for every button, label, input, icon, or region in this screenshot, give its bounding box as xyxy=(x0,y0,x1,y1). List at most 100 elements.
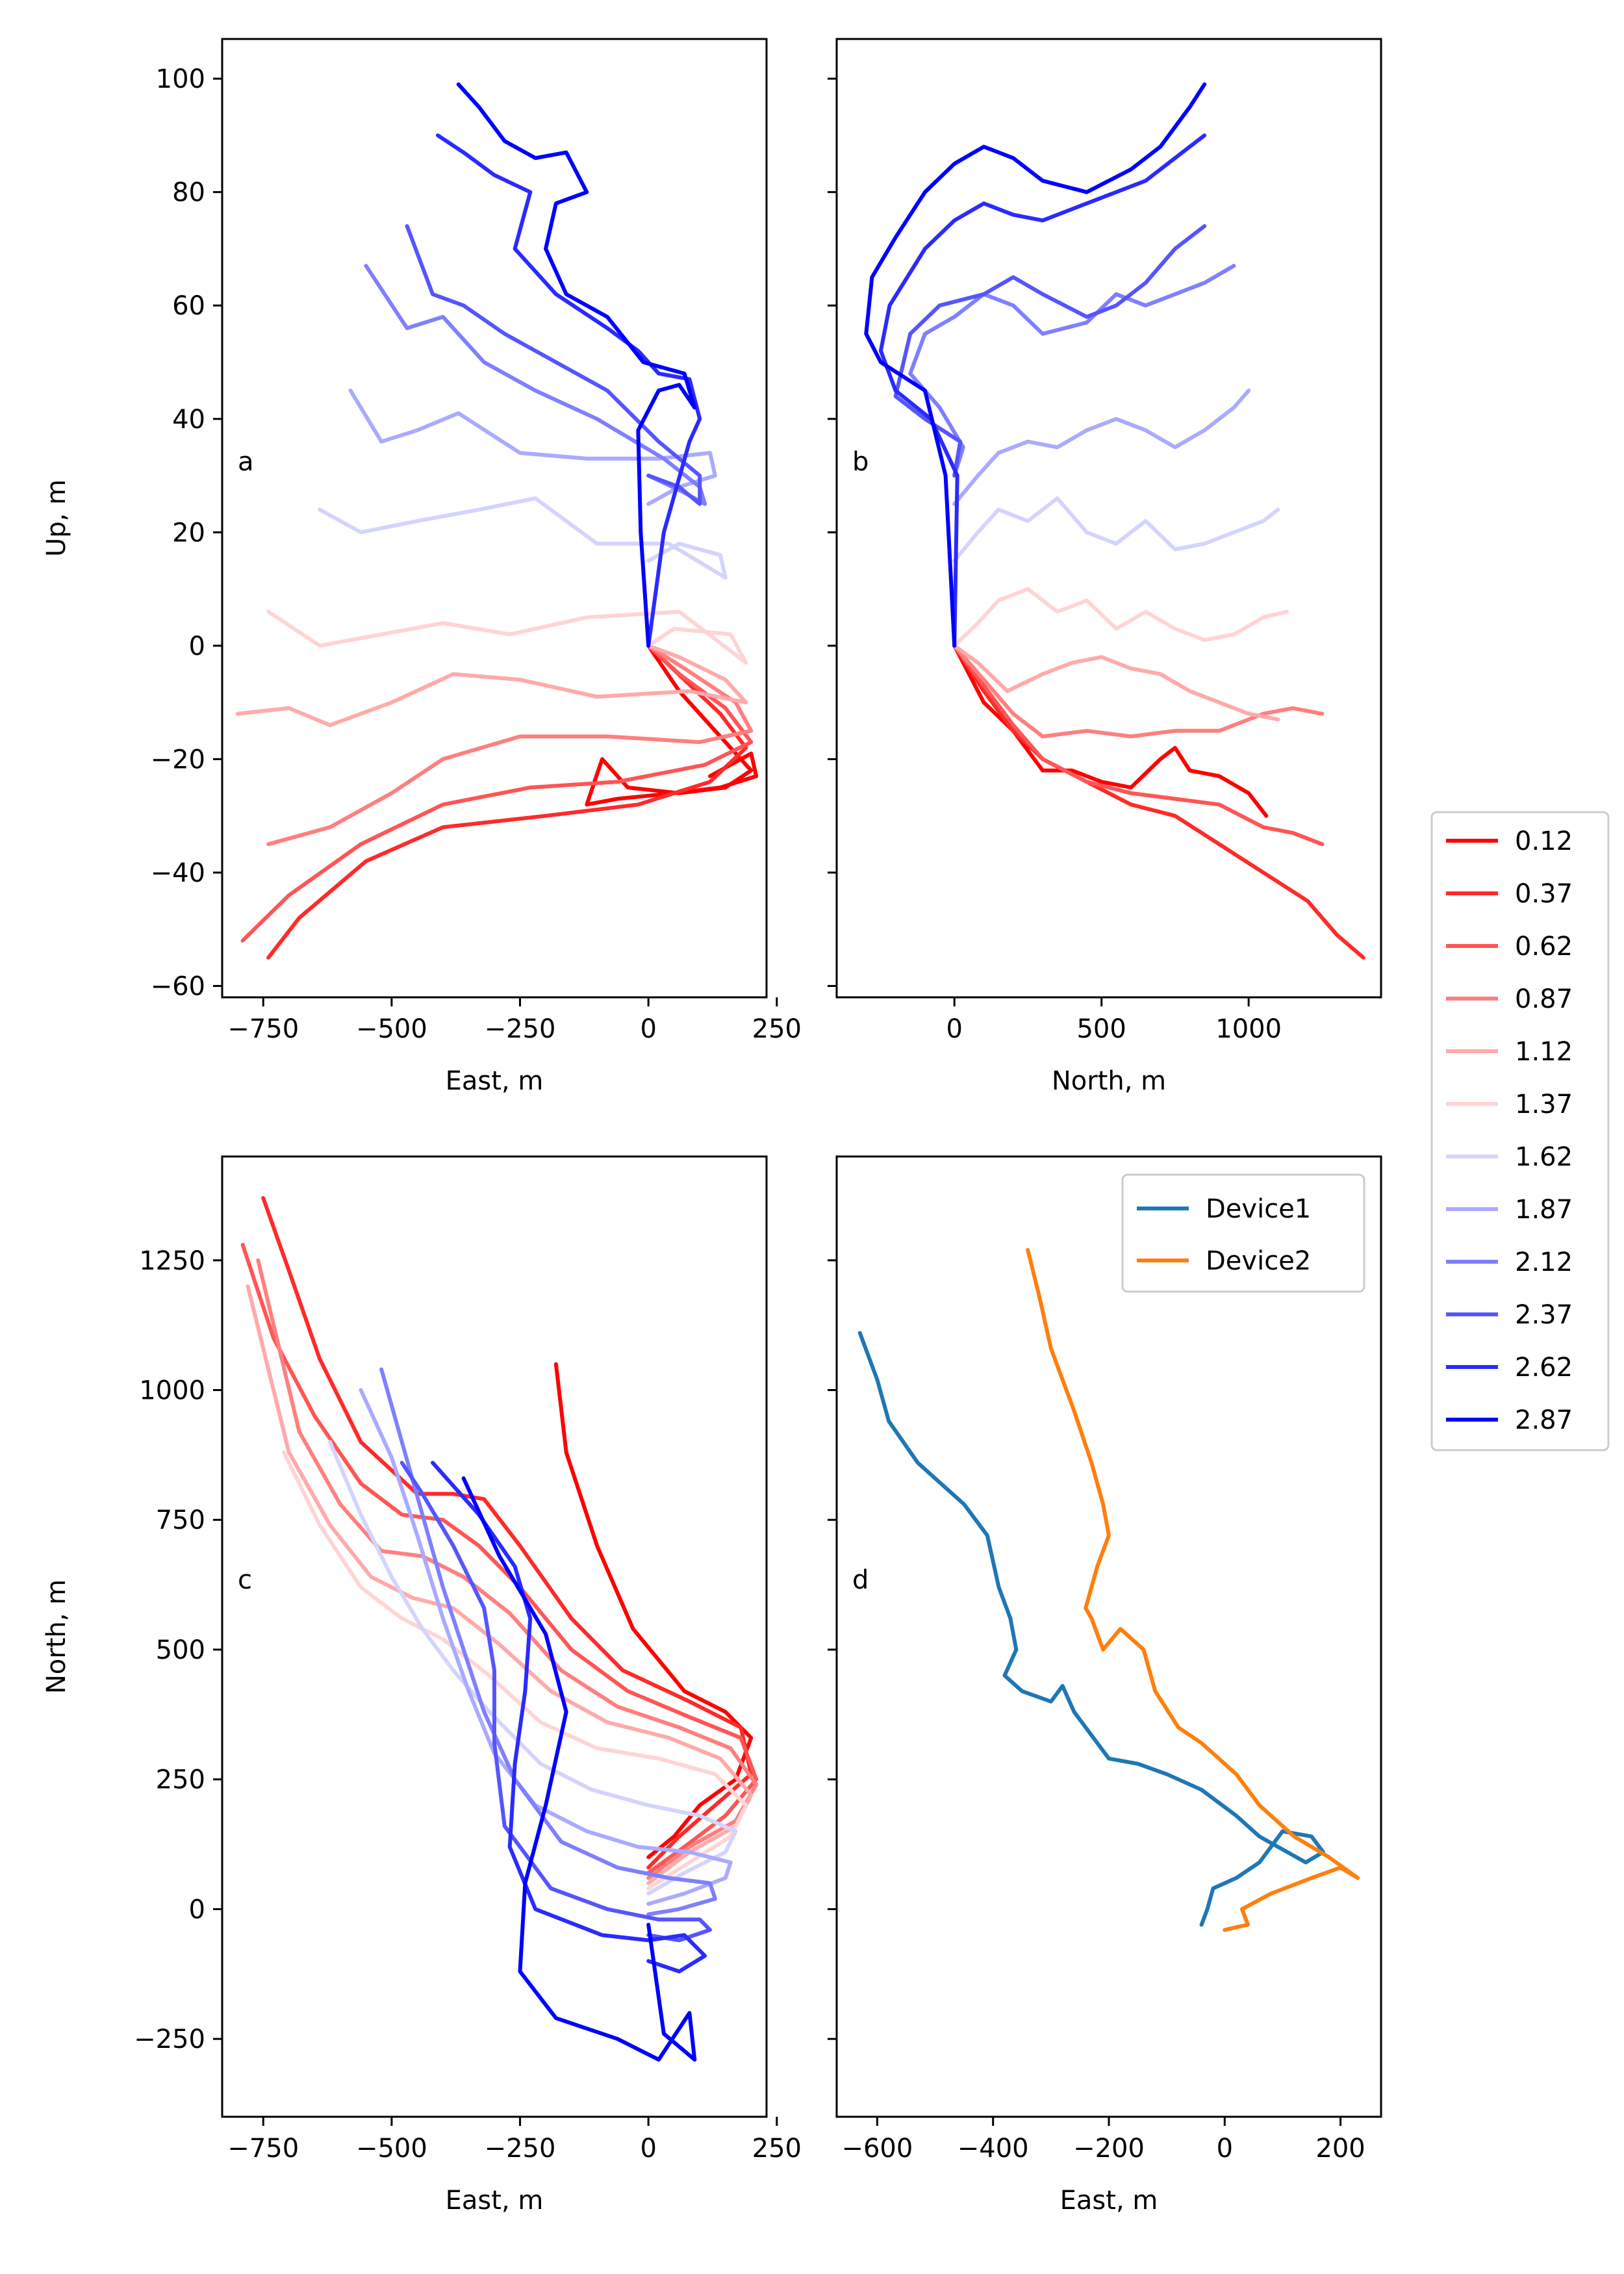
x-tick-label: 0 xyxy=(640,1014,656,1044)
x-axis-label: East, m xyxy=(1060,2186,1158,2216)
x-tick-label: 250 xyxy=(752,1014,802,1044)
legend-label: 2.37 xyxy=(1515,1300,1573,1330)
series-line-0.12 xyxy=(585,643,759,807)
y-tick-label: −40 xyxy=(151,858,205,888)
legend-label: 2.87 xyxy=(1515,1405,1573,1435)
y-tick-label: 100 xyxy=(156,64,205,94)
y-tick-label: −20 xyxy=(151,745,205,774)
x-tick-label: −200 xyxy=(1073,2134,1145,2164)
y-tick-label: 1250 xyxy=(139,1246,205,1276)
series-line-2.12 xyxy=(908,264,1236,478)
series-line-1.12 xyxy=(235,643,748,728)
x-tick-label: 0 xyxy=(640,2134,656,2164)
x-tick-label: 1000 xyxy=(1215,1014,1282,1044)
main-legend: 0.12 0.37 0.62 0.87 1.12 1.37 1.62 1.87 2.12 2.37… xyxy=(1430,811,1610,1451)
series-line-2.12 xyxy=(379,1367,717,1917)
panel-d: −600 −400 −200 0 200 East, m d Device1 Device2 xyxy=(828,1155,1382,2216)
series-line-2.62 xyxy=(878,133,1207,648)
series-line-Device2 xyxy=(1026,1247,1360,1932)
y-tick-label: 250 xyxy=(156,1765,205,1795)
legend-label: 1.87 xyxy=(1515,1195,1573,1225)
series-line-1.12 xyxy=(952,643,1280,722)
legend-label: 0.12 xyxy=(1515,826,1573,856)
legend-label: 0.62 xyxy=(1515,932,1573,962)
panel-a: −750 −500 −250 0 250 −60 −40 −20 0 20 40 60 80 100 Eas… xyxy=(42,38,802,1096)
panel-letter: d xyxy=(852,1565,869,1595)
series-line-1.87 xyxy=(952,389,1251,506)
series-line-2.12 xyxy=(364,264,707,506)
legend-label: 2.62 xyxy=(1515,1353,1573,1383)
legend-label: 0.37 xyxy=(1515,879,1573,909)
legend-label: 0.87 xyxy=(1515,984,1573,1014)
x-tick-label: −750 xyxy=(227,2134,299,2164)
device-legend: Device1 Device2 xyxy=(1121,1173,1365,1293)
y-tick-label: −250 xyxy=(134,2025,205,2054)
legend-label: Device1 xyxy=(1206,1194,1311,1224)
x-tick-label: −600 xyxy=(841,2134,913,2164)
y-tick-label: 40 xyxy=(172,405,205,435)
axes-frame xyxy=(221,1155,768,2118)
series-line-0.87 xyxy=(952,643,1325,739)
x-axis-label: East, m xyxy=(446,2186,544,2216)
series-line-1.62 xyxy=(318,496,728,580)
x-tick-label: 500 xyxy=(1076,1014,1126,1044)
y-tick-label: 80 xyxy=(172,178,205,208)
axes-frame xyxy=(835,1155,1382,2118)
y-tick-label: 1000 xyxy=(139,1376,205,1406)
axes-frame xyxy=(221,38,768,999)
panel-letter: c xyxy=(238,1565,252,1595)
x-tick-label: −500 xyxy=(356,2134,427,2164)
legend-label: 1.37 xyxy=(1515,1090,1573,1119)
panel-b: 0 500 1000 North, m b xyxy=(828,38,1382,1096)
y-tick-label: 0 xyxy=(189,1895,205,1924)
legend-label: 2.12 xyxy=(1515,1247,1573,1277)
y-tick-label: −60 xyxy=(151,972,205,1002)
series-line-1.87 xyxy=(359,1388,733,1906)
x-tick-label: −400 xyxy=(958,2134,1029,2164)
series-line-2.37 xyxy=(405,224,702,506)
legend-label: 1.62 xyxy=(1515,1142,1573,1172)
legend-label: 1.12 xyxy=(1515,1037,1573,1067)
series-line-2.37 xyxy=(893,224,1207,478)
series-line-2.37 xyxy=(400,1461,712,1943)
y-tick-label: 0 xyxy=(189,632,205,661)
y-tick-label: 750 xyxy=(156,1505,205,1535)
legend-label: Device2 xyxy=(1206,1246,1311,1276)
series-line-0.62 xyxy=(952,643,1325,847)
y-tick-label: 60 xyxy=(172,291,205,321)
series-line-1.37 xyxy=(952,587,1289,648)
series-line-2.87 xyxy=(461,1476,697,2062)
series-line-2.62 xyxy=(436,133,702,648)
y-axis-label: Up, m xyxy=(42,479,71,557)
x-tick-label: −250 xyxy=(485,2134,556,2164)
x-tick-label: −500 xyxy=(356,1014,427,1044)
series-line-0.87 xyxy=(266,643,754,847)
x-tick-label: 0 xyxy=(1217,2134,1233,2164)
series-line-1.37 xyxy=(266,609,748,665)
y-tick-label: 500 xyxy=(156,1635,205,1665)
series-line-1.62 xyxy=(328,1440,738,1896)
x-tick-label: −750 xyxy=(227,1014,299,1044)
legend-frame xyxy=(1430,811,1610,1451)
series-line-2.62 xyxy=(431,1461,707,1974)
series-line-1.62 xyxy=(952,496,1280,563)
panel-c: −750 −500 −250 0 250 −250 0 250 500 750 1000 1250 Ea… xyxy=(42,1155,802,2216)
panel-letter: b xyxy=(852,447,869,477)
axes-frame xyxy=(835,38,1382,999)
y-tick-label: 20 xyxy=(172,518,205,548)
x-tick-label: 200 xyxy=(1315,2134,1365,2164)
panel-letter: a xyxy=(238,447,254,477)
x-axis-label: North, m xyxy=(1052,1066,1166,1096)
y-axis-label: North, m xyxy=(42,1579,71,1694)
series-line-0.37 xyxy=(266,643,748,960)
series-line-Device1 xyxy=(857,1331,1325,1927)
x-tick-label: 0 xyxy=(946,1014,962,1044)
series-line-0.37 xyxy=(952,643,1365,960)
x-tick-label: −250 xyxy=(485,1014,556,1044)
series-line-1.87 xyxy=(348,389,717,506)
x-tick-label: 250 xyxy=(752,2134,802,2164)
x-axis-label: East, m xyxy=(446,1066,544,1096)
series-line-2.87 xyxy=(456,82,697,648)
series-line-2.87 xyxy=(864,82,1207,648)
